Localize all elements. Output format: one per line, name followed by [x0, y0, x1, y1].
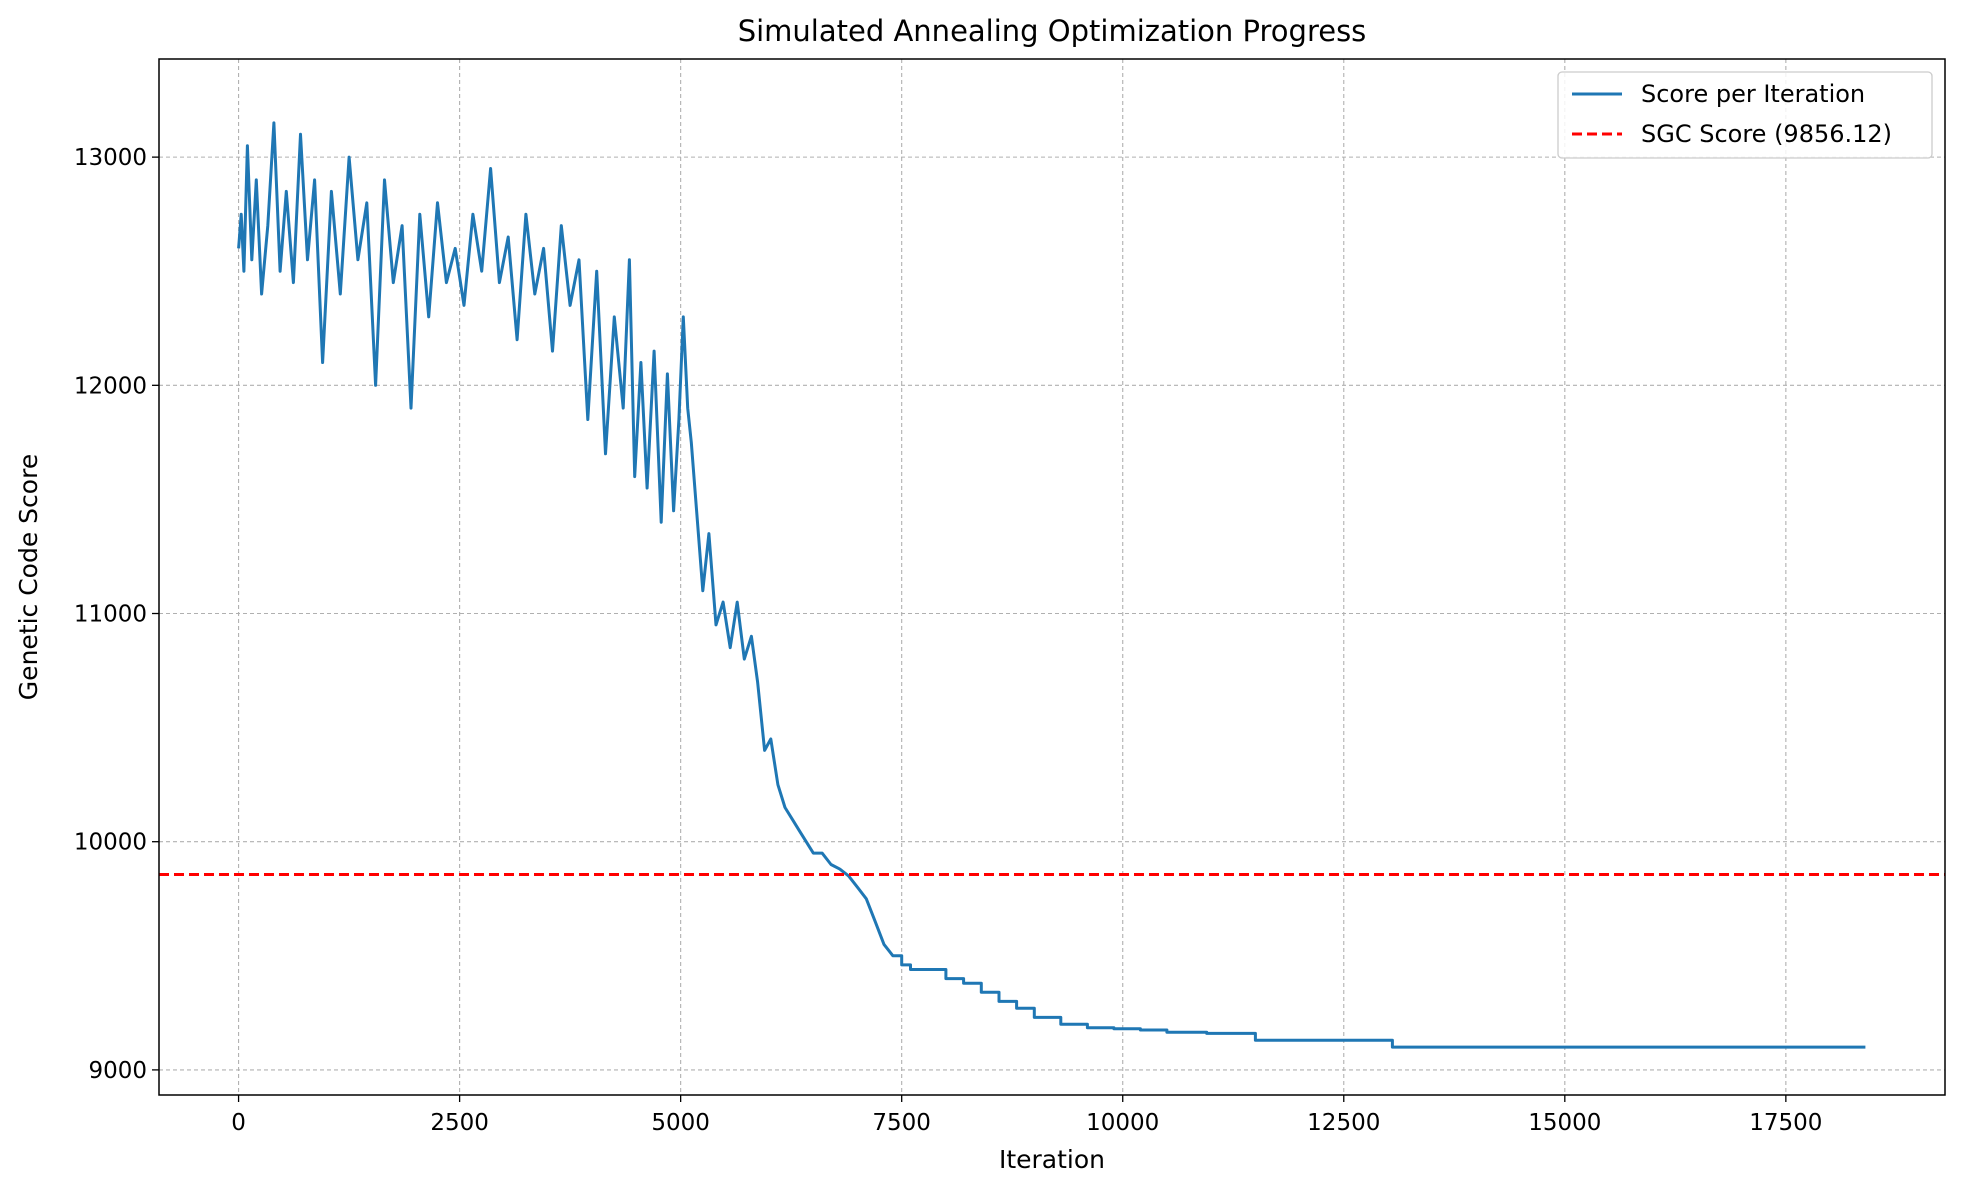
legend: Score per Iteration SGC Score (9856.12) [1557, 71, 1933, 159]
x-tick-label: 15000 [1528, 1110, 1601, 1136]
x-tick-label: 7500 [872, 1110, 931, 1136]
y-axis: 9000 10000 11000 12000 13000 [74, 145, 159, 1084]
y-tick-label: 12000 [74, 373, 147, 399]
x-tick-label: 5000 [651, 1110, 710, 1136]
x-tick-label: 2500 [430, 1110, 489, 1136]
y-tick-label: 10000 [74, 830, 147, 856]
x-axis: 0 2500 5000 7500 10000 12500 15000 17500 [231, 1095, 1822, 1136]
x-tick-label: 12500 [1307, 1110, 1380, 1136]
y-tick-label: 9000 [88, 1058, 147, 1084]
x-axis-label: Iteration [999, 1145, 1105, 1174]
x-tick-label: 17500 [1749, 1110, 1822, 1136]
chart-title: Simulated Annealing Optimization Progres… [738, 14, 1367, 48]
series-line-score [237, 121, 1866, 1049]
series-layer [159, 121, 1945, 1049]
plot-area [159, 121, 1945, 1049]
legend-label-sgc: SGC Score (9856.12) [1641, 120, 1892, 148]
plot-frame [158, 58, 1946, 1096]
legend-label-score: Score per Iteration [1641, 80, 1865, 108]
legend-frame [1557, 71, 1933, 159]
x-tick-label: 0 [231, 1110, 246, 1136]
grid [159, 59, 1945, 1095]
x-tick-label: 10000 [1086, 1110, 1159, 1136]
y-axis-label: Genetic Code Score [14, 454, 43, 700]
y-tick-label: 13000 [74, 145, 147, 171]
y-tick-label: 11000 [74, 602, 147, 628]
